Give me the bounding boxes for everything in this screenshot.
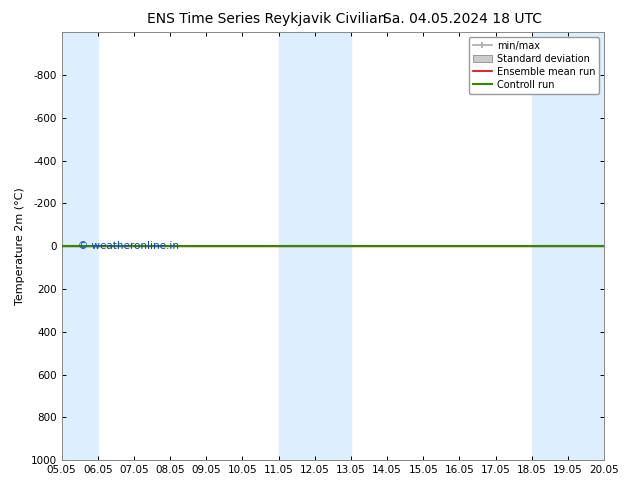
Text: Sa. 04.05.2024 18 UTC: Sa. 04.05.2024 18 UTC xyxy=(384,12,542,26)
Bar xyxy=(61,32,98,460)
Legend: min/max, Standard deviation, Ensemble mean run, Controll run: min/max, Standard deviation, Ensemble me… xyxy=(469,37,599,94)
Bar xyxy=(278,32,351,460)
Text: ENS Time Series Reykjavik Civilian: ENS Time Series Reykjavik Civilian xyxy=(146,12,386,26)
Bar xyxy=(532,32,604,460)
Y-axis label: Temperature 2m (°C): Temperature 2m (°C) xyxy=(15,187,25,305)
Text: © weatheronline.in: © weatheronline.in xyxy=(78,241,179,251)
